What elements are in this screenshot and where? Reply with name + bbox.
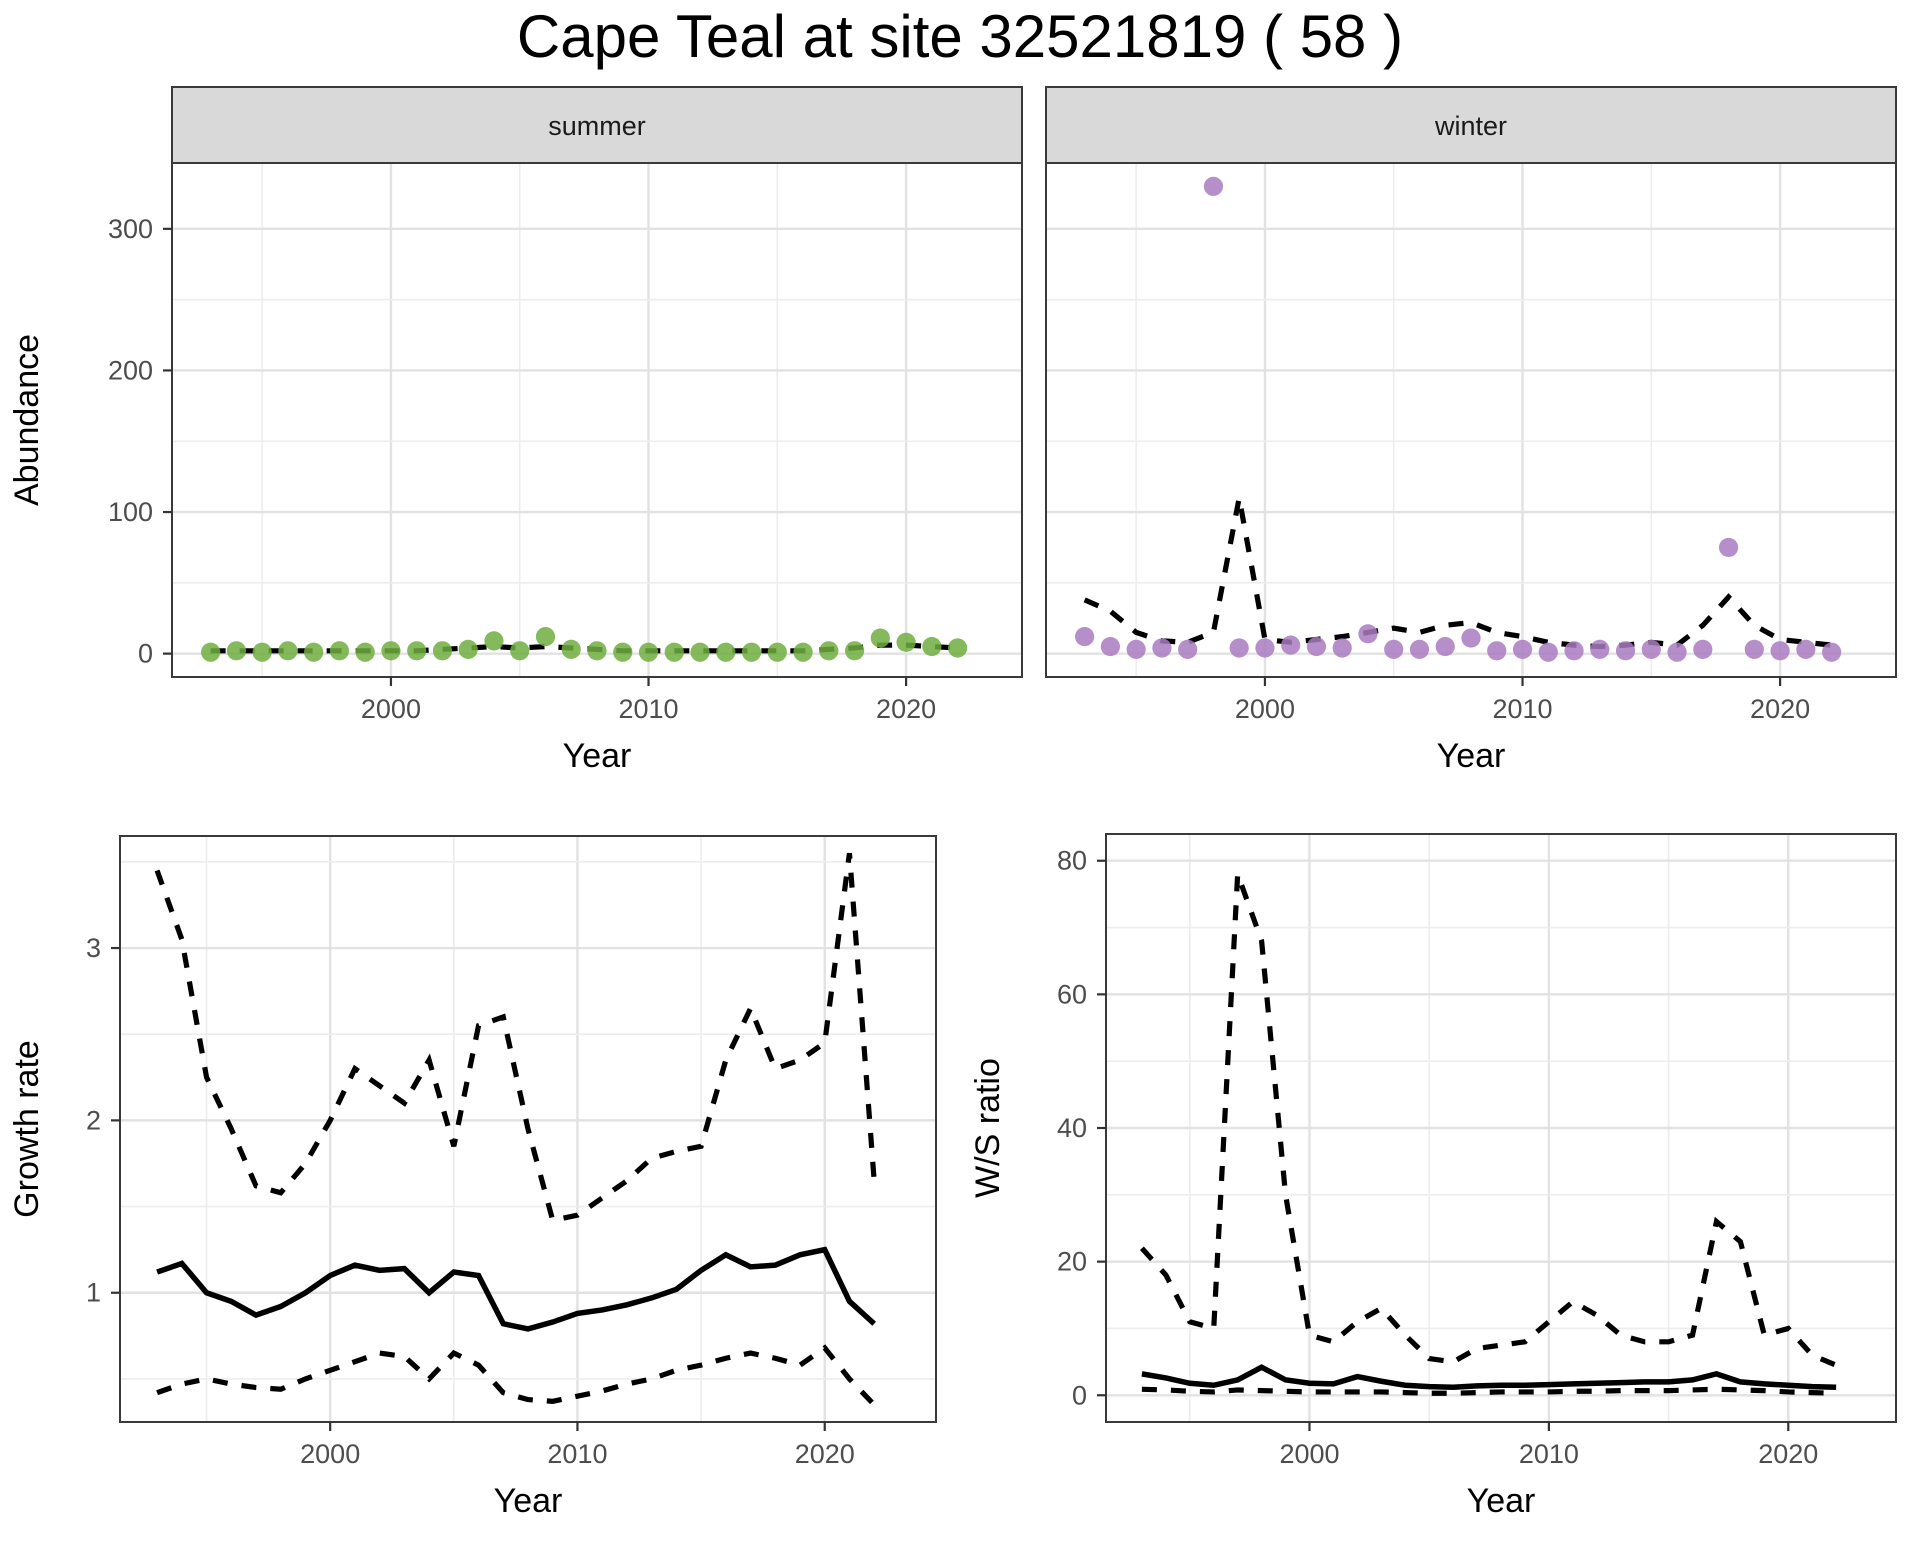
svg-text:2000: 2000: [361, 694, 421, 724]
svg-text:2000: 2000: [1279, 1439, 1339, 1469]
svg-text:2020: 2020: [1758, 1439, 1818, 1469]
svg-text:3: 3: [86, 933, 101, 963]
svg-text:80: 80: [1057, 846, 1087, 876]
svg-text:0: 0: [138, 639, 153, 669]
svg-text:1: 1: [86, 1278, 101, 1308]
svg-text:60: 60: [1057, 979, 1087, 1009]
svg-text:40: 40: [1057, 1113, 1087, 1143]
svg-text:Year: Year: [494, 1482, 563, 1520]
svg-text:winter: winter: [1434, 111, 1507, 141]
svg-text:200: 200: [108, 355, 153, 385]
svg-text:Year: Year: [563, 737, 632, 775]
svg-text:2010: 2010: [618, 694, 678, 724]
svg-text:Abundance: Abundance: [8, 334, 46, 506]
svg-text:Year: Year: [1467, 1482, 1536, 1520]
svg-text:2020: 2020: [876, 694, 936, 724]
svg-text:Year: Year: [1437, 737, 1506, 775]
svg-text:2020: 2020: [1750, 694, 1810, 724]
svg-text:2010: 2010: [547, 1439, 607, 1469]
svg-text:2000: 2000: [300, 1439, 360, 1469]
svg-text:100: 100: [108, 497, 153, 527]
svg-text:2020: 2020: [795, 1439, 855, 1469]
svg-text:summer: summer: [548, 111, 646, 141]
svg-text:2000: 2000: [1235, 694, 1295, 724]
svg-text:Growth rate: Growth rate: [8, 1040, 46, 1218]
svg-text:2010: 2010: [1492, 694, 1552, 724]
svg-text:W/S ratio: W/S ratio: [969, 1058, 1007, 1198]
svg-text:20: 20: [1057, 1247, 1087, 1277]
svg-text:2010: 2010: [1519, 1439, 1579, 1469]
svg-text:2: 2: [86, 1105, 101, 1135]
svg-text:300: 300: [108, 214, 153, 244]
svg-text:0: 0: [1072, 1380, 1087, 1410]
